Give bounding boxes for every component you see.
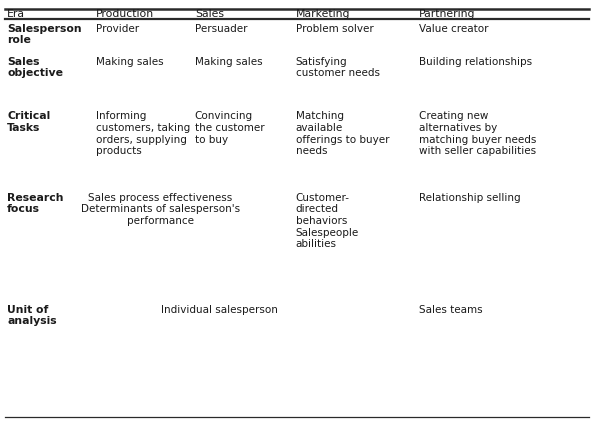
Text: Research
focus: Research focus: [7, 193, 64, 214]
Text: Informing
customers, taking
orders, supplying
products: Informing customers, taking orders, supp…: [96, 111, 191, 156]
Text: Value creator: Value creator: [419, 24, 489, 34]
Text: Matching
available
offerings to buyer
needs: Matching available offerings to buyer ne…: [296, 111, 389, 156]
Text: Provider: Provider: [96, 24, 140, 34]
Text: Persuader: Persuader: [195, 24, 247, 34]
Text: Building relationships: Building relationships: [419, 57, 532, 67]
Text: Making sales: Making sales: [195, 57, 263, 67]
Text: Satisfying
customer needs: Satisfying customer needs: [296, 57, 380, 78]
Text: Marketing: Marketing: [296, 9, 350, 19]
Text: Relationship selling: Relationship selling: [419, 193, 521, 203]
Text: Unit of
analysis: Unit of analysis: [7, 305, 57, 326]
Text: Partnering: Partnering: [419, 9, 476, 19]
Text: Critical
Tasks: Critical Tasks: [7, 111, 50, 133]
Text: Creating new
alternatives by
matching buyer needs
with seller capabilities: Creating new alternatives by matching bu…: [419, 111, 537, 156]
Text: Problem solver: Problem solver: [296, 24, 374, 34]
Text: Sales process effectiveness
Determinants of salesperson's
performance: Sales process effectiveness Determinants…: [81, 193, 240, 226]
Text: Convincing
the customer
to buy: Convincing the customer to buy: [195, 111, 264, 145]
Text: Era: Era: [7, 9, 25, 19]
Text: Customer-
directed
behaviors
Salespeople
abilities: Customer- directed behaviors Salespeople…: [296, 193, 359, 249]
Text: Individual salesperson: Individual salesperson: [162, 305, 278, 315]
Text: Sales teams: Sales teams: [419, 305, 483, 315]
Text: Making sales: Making sales: [96, 57, 164, 67]
Text: Salesperson
role: Salesperson role: [7, 24, 82, 45]
Text: Sales
objective: Sales objective: [7, 57, 63, 78]
Text: Sales: Sales: [195, 9, 224, 19]
Text: Production: Production: [96, 9, 154, 19]
